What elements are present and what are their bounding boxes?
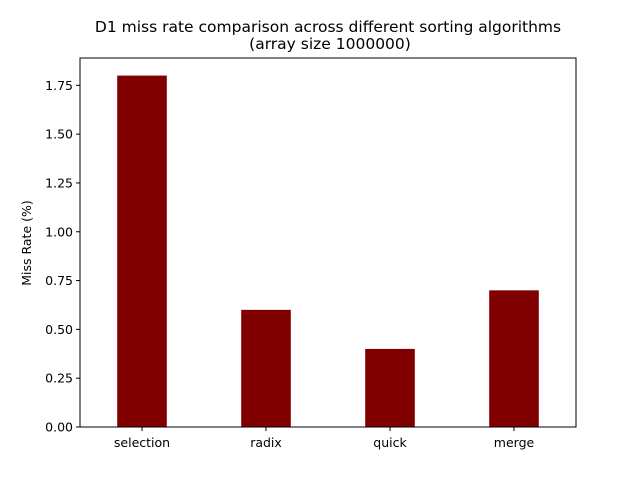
y-tick-label: 0.50 (45, 322, 73, 337)
bars-group (117, 75, 539, 428)
y-ticks-group: 0.00 0.25 0.50 0.75 1.00 1.25 1.50 1.75 (45, 78, 80, 435)
chart-subtitle: (array size 1000000) (249, 35, 411, 53)
bar-merge (489, 290, 539, 427)
x-tick-label-merge: merge (494, 435, 535, 450)
x-ticks-group: selection radix quick merge (114, 427, 535, 450)
y-tick-label: 1.25 (45, 175, 73, 190)
y-tick-label: 0.25 (45, 371, 73, 386)
y-tick-label: 0.75 (45, 273, 73, 288)
x-tick-label-radix: radix (250, 435, 282, 450)
y-axis-label: Miss Rate (%) (19, 200, 34, 286)
y-tick-label: 1.75 (45, 78, 73, 93)
y-tick-label: 1.00 (45, 224, 73, 239)
y-tick-label: 0.00 (45, 420, 73, 435)
bar-radix (241, 309, 291, 427)
x-tick-label-selection: selection (114, 435, 170, 450)
y-tick-label: 1.50 (45, 127, 73, 142)
bar-selection (117, 75, 167, 428)
bar-quick (365, 348, 415, 427)
x-tick-label-quick: quick (373, 435, 407, 450)
plot-frame (79, 57, 577, 428)
chart-title: D1 miss rate comparison across different… (95, 18, 561, 36)
